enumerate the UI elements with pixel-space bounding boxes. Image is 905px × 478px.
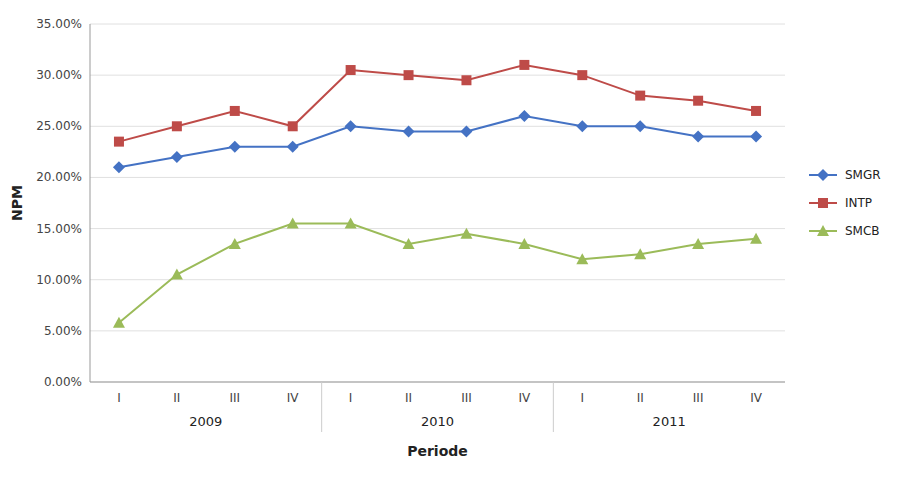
point bbox=[172, 121, 182, 131]
point bbox=[518, 238, 530, 249]
point bbox=[460, 125, 472, 137]
x-axis-line bbox=[90, 382, 785, 383]
point bbox=[114, 137, 124, 147]
grid-line bbox=[90, 279, 785, 280]
x-tick-label: III bbox=[693, 391, 704, 405]
x-tick-label: I bbox=[581, 391, 585, 405]
legend-label: SMCB bbox=[845, 224, 880, 238]
series-1 bbox=[114, 60, 761, 147]
y-tick-label: 0.00% bbox=[44, 375, 82, 389]
point bbox=[403, 238, 415, 249]
point bbox=[113, 317, 125, 328]
point bbox=[403, 125, 415, 137]
legend-marker bbox=[818, 198, 828, 208]
point bbox=[287, 141, 299, 153]
x-tick-label: II bbox=[637, 391, 644, 405]
point bbox=[288, 121, 298, 131]
legend: SMGR INTP SMCB bbox=[809, 168, 881, 238]
point bbox=[692, 131, 704, 143]
grid-line bbox=[90, 126, 785, 127]
x-tick-label: IV bbox=[519, 391, 532, 405]
x-tick-label: I bbox=[349, 391, 353, 405]
point bbox=[576, 120, 588, 132]
x-tick-label: IV bbox=[750, 391, 763, 405]
x-tick-label: I bbox=[117, 391, 121, 405]
x-tick-label: IV bbox=[287, 391, 300, 405]
x-axis: IIIIIIIVIIIIIIIVIIIIIIIV200920102011 bbox=[117, 382, 763, 432]
line bbox=[119, 116, 756, 167]
legend-label: SMGR bbox=[845, 168, 881, 182]
grid-line bbox=[90, 24, 785, 25]
point bbox=[229, 141, 241, 153]
legend-marker bbox=[817, 169, 829, 181]
y-tick-label: 10.00% bbox=[36, 273, 82, 287]
point bbox=[461, 75, 471, 85]
point bbox=[519, 60, 529, 70]
point bbox=[171, 151, 183, 163]
point bbox=[518, 110, 530, 122]
chart-container: 0.00% 5.00% 10.00% 15.00% 20.00% 25.00% 30.00%… bbox=[0, 0, 905, 478]
point bbox=[345, 217, 357, 228]
point bbox=[576, 253, 588, 264]
grid-line bbox=[90, 330, 785, 331]
grid-line bbox=[90, 228, 785, 229]
point bbox=[345, 120, 357, 132]
y-axis-label: NPM bbox=[9, 185, 25, 221]
group-label: 2011 bbox=[653, 414, 686, 429]
grid-line bbox=[90, 382, 785, 383]
x-tick-label: II bbox=[405, 391, 412, 405]
plot-area bbox=[113, 60, 762, 328]
group-label: 2010 bbox=[421, 414, 454, 429]
point bbox=[113, 161, 125, 173]
point bbox=[171, 269, 183, 280]
point bbox=[751, 106, 761, 116]
group-separator bbox=[553, 382, 554, 432]
y-tick-label: 5.00% bbox=[44, 324, 82, 338]
x-tick-label: II bbox=[173, 391, 180, 405]
point bbox=[634, 248, 646, 259]
series-0 bbox=[113, 110, 762, 173]
grid-line bbox=[90, 177, 785, 178]
group-label: 2009 bbox=[189, 414, 222, 429]
y-tick-label: 35.00% bbox=[36, 17, 82, 31]
grid-line bbox=[90, 75, 785, 76]
point bbox=[404, 70, 414, 80]
point bbox=[692, 238, 704, 249]
x-tick-label: III bbox=[461, 391, 472, 405]
point bbox=[460, 228, 472, 239]
chart: 0.00% 5.00% 10.00% 15.00% 20.00% 25.00% 30.00%… bbox=[0, 0, 905, 478]
x-tick-label: III bbox=[229, 391, 240, 405]
y-tick-label: 15.00% bbox=[36, 222, 82, 236]
point bbox=[346, 65, 356, 75]
point bbox=[750, 233, 762, 244]
y-axis: 0.00% 5.00% 10.00% 15.00% 20.00% 25.00% 30.00%… bbox=[36, 17, 785, 389]
x-axis-label: Periode bbox=[407, 443, 468, 459]
y-tick-label: 30.00% bbox=[36, 68, 82, 82]
y-tick-label: 20.00% bbox=[36, 170, 82, 184]
point bbox=[229, 238, 241, 249]
point bbox=[577, 70, 587, 80]
point bbox=[693, 96, 703, 106]
legend-label: INTP bbox=[845, 196, 872, 210]
legend-marker bbox=[817, 225, 829, 236]
point bbox=[750, 131, 762, 143]
line bbox=[119, 65, 756, 142]
series-2 bbox=[113, 217, 762, 327]
y-axis-line bbox=[90, 24, 91, 382]
point bbox=[230, 106, 240, 116]
group-separator bbox=[321, 382, 322, 432]
point bbox=[287, 217, 299, 228]
y-tick-label: 25.00% bbox=[36, 119, 82, 133]
point bbox=[635, 91, 645, 101]
point bbox=[634, 120, 646, 132]
line bbox=[119, 223, 756, 322]
